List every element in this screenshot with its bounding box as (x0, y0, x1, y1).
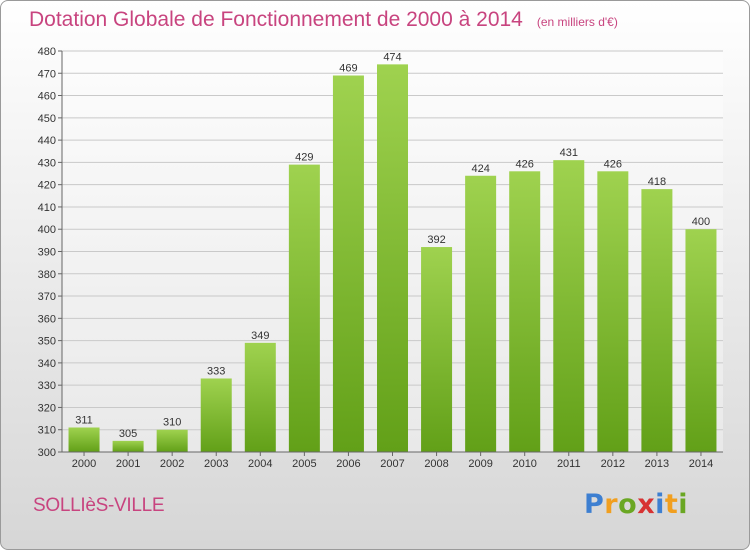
y-tick-label: 330 (38, 380, 56, 392)
bar-value-label: 392 (427, 234, 445, 246)
bar-2002 (156, 429, 188, 452)
bar-value-label: 310 (163, 417, 181, 429)
x-tick-label: 2014 (689, 458, 713, 470)
y-tick-label: 480 (38, 46, 56, 58)
bar-2004 (244, 342, 276, 452)
x-tick-label: 2000 (72, 458, 96, 470)
x-tick-label: 2013 (645, 458, 669, 470)
y-tick-label: 420 (38, 180, 56, 192)
y-tick-label: 440 (38, 135, 56, 147)
bar-value-label: 426 (604, 158, 622, 170)
y-tick-label: 360 (38, 313, 56, 325)
bars (68, 64, 717, 453)
bar-value-label: 429 (295, 152, 313, 164)
y-tick-label: 410 (38, 202, 56, 214)
bar-value-label: 426 (516, 158, 534, 170)
bar-2003 (200, 378, 232, 452)
y-tick-label: 310 (38, 425, 56, 437)
x-tick-label: 2002 (160, 458, 184, 470)
y-tick-label: 380 (38, 269, 56, 281)
x-tick-label: 2009 (468, 458, 492, 470)
bar-value-label: 418 (648, 176, 666, 188)
data-labels: 311 305 310 333 349 429 469 474 392 424 426 431 426 4… (75, 51, 710, 439)
bar-value-label: 311 (75, 414, 93, 426)
bar-value-label: 333 (207, 365, 225, 377)
x-tick-label: 2010 (512, 458, 536, 470)
bar-2005 (288, 164, 320, 452)
bar-value-label: 474 (383, 51, 401, 63)
axes: 300 310 320 330 340 350 360 370 380 390 400 410 420 4… (38, 46, 723, 470)
bar-2014 (685, 229, 717, 452)
bar-2000 (68, 427, 100, 452)
bar-value-label: 469 (339, 63, 357, 75)
chart-title-text: Dotation Globale de Fonctionnement de 20… (29, 8, 523, 31)
bar-2006 (332, 75, 364, 452)
bar-value-label: 431 (560, 147, 578, 159)
x-tick-label: 2008 (424, 458, 448, 470)
chart-title: Dotation Globale de Fonctionnement de 20… (29, 8, 618, 32)
y-tick-label: 390 (38, 247, 56, 259)
unit-note: (en milliers d'€) (536, 15, 618, 29)
bar-2012 (597, 171, 629, 453)
bar-2011 (553, 160, 585, 452)
x-tick-label: 2004 (248, 458, 272, 470)
x-tick-label: 2001 (116, 458, 140, 470)
x-tick-label: 2011 (557, 458, 581, 470)
bar-value-label: 424 (471, 163, 489, 175)
bar-2007 (377, 64, 408, 452)
bar-2010 (509, 171, 541, 453)
x-tick-label: 2003 (204, 458, 228, 470)
x-tick-label: 2005 (292, 458, 316, 470)
bar-value-label: 305 (119, 428, 137, 440)
proxiti-logo[interactable]: Proxiti (584, 489, 689, 520)
y-tick-label: 460 (38, 91, 56, 103)
y-tick-label: 350 (38, 336, 56, 348)
y-tick-label: 340 (38, 358, 56, 370)
y-tick-label: 430 (38, 157, 56, 169)
bar-2009 (465, 175, 497, 452)
bar-2013 (641, 189, 673, 452)
bar-value-label: 349 (251, 330, 269, 342)
y-tick-label: 320 (38, 402, 56, 414)
y-tick-label: 400 (38, 224, 56, 236)
x-tick-label: 2006 (336, 458, 360, 470)
y-tick-label: 370 (38, 291, 56, 303)
y-tick-label: 450 (38, 113, 56, 125)
bar-value-label: 400 (692, 216, 710, 228)
bar-2001 (112, 440, 144, 452)
commune-name: SOLLIèS-VILLE (33, 495, 165, 516)
x-tick-label: 2012 (601, 458, 625, 470)
y-tick-label: 470 (38, 68, 56, 80)
y-tick-label: 300 (38, 447, 56, 459)
bar-2008 (421, 247, 453, 452)
x-tick-label: 2007 (380, 458, 404, 470)
